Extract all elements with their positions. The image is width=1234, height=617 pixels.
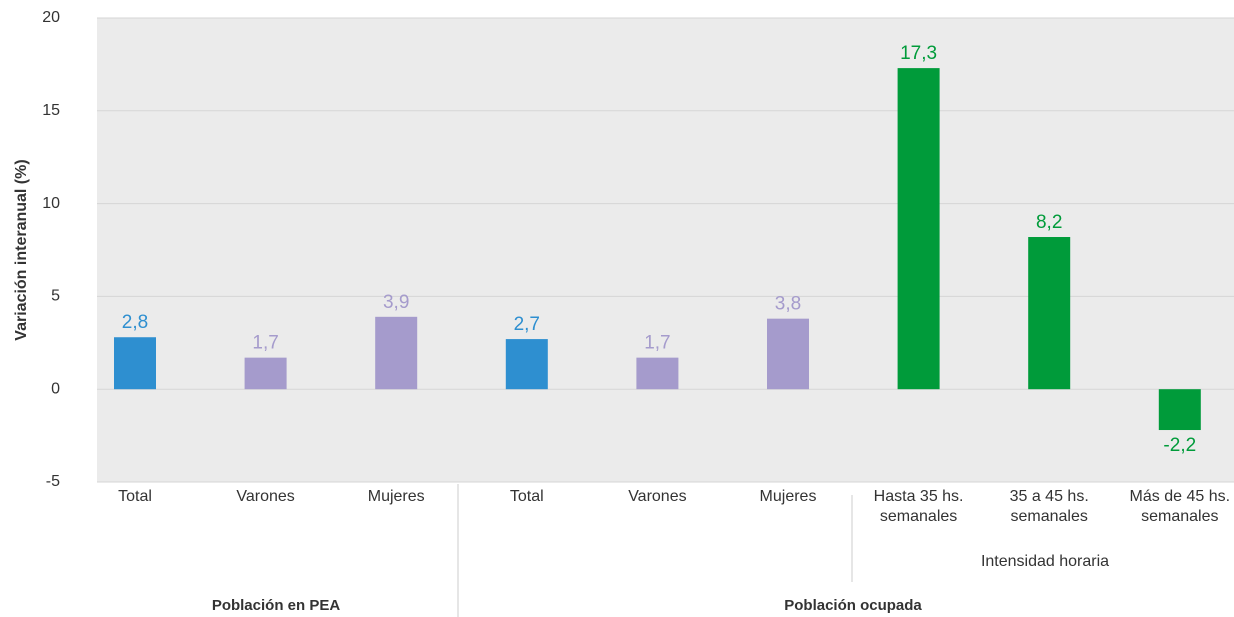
x-tick-label: Total <box>118 488 152 505</box>
y-tick-label: 15 <box>42 102 60 119</box>
value-label: 1,7 <box>644 333 670 354</box>
x-tick-label: Total <box>509 488 544 505</box>
bar <box>767 318 809 390</box>
x-tick-label: Más de 45 hs. semanales <box>1129 488 1231 525</box>
value-label: 8,2 <box>1036 212 1062 233</box>
x-tick-label: 35 a 45 hs. semanales <box>1009 488 1089 525</box>
group-label: Población en PEA <box>212 597 341 614</box>
y-tick-label: 0 <box>51 380 60 397</box>
value-label: 17,3 <box>900 43 937 64</box>
y-tick-label: 5 <box>51 288 60 305</box>
value-label: 2,7 <box>514 314 540 335</box>
bar <box>1028 237 1071 390</box>
value-label: -2,2 <box>1163 435 1196 456</box>
x-tick-label: Mujeres <box>759 488 817 505</box>
x-tick-label: Varones <box>628 488 687 505</box>
y-tick-label: -5 <box>46 473 60 490</box>
y-axis-label: Variación interanual (%) <box>13 159 30 340</box>
bar <box>505 339 548 390</box>
x-tick-label: Hasta 35 hs. semanales <box>873 488 964 525</box>
x-tick-label: Mujeres <box>367 488 425 505</box>
group-label: Intensidad horaria <box>981 553 1109 570</box>
value-label: 3,9 <box>383 292 409 313</box>
group-label: Población ocupada <box>784 597 922 614</box>
value-label: 2,8 <box>122 312 148 333</box>
value-label: 3,8 <box>775 294 801 315</box>
bar <box>1158 389 1201 431</box>
x-tick-label: Varones <box>236 488 295 505</box>
bar <box>375 316 418 390</box>
value-label: 1,7 <box>252 333 278 354</box>
y-tick-label: 10 <box>42 195 60 212</box>
y-tick-label: 20 <box>42 9 60 26</box>
bar <box>897 68 940 390</box>
bar <box>114 337 156 390</box>
bar <box>636 357 679 390</box>
bar <box>244 357 287 390</box>
